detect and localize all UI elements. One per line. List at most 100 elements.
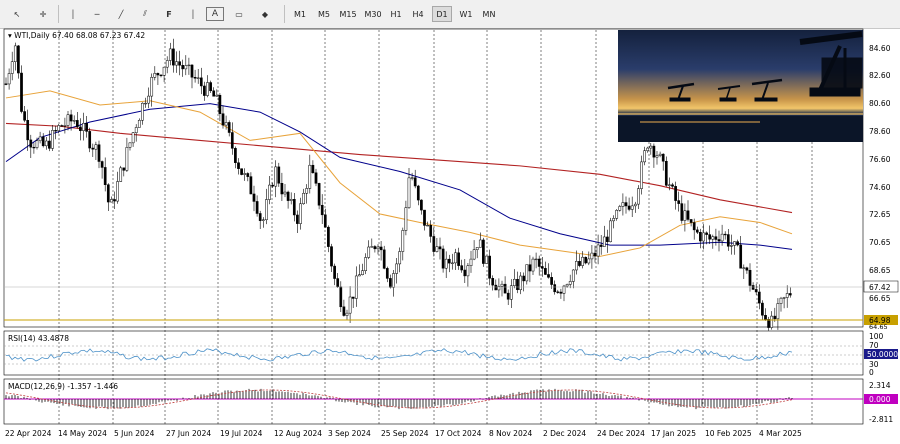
candle-body xyxy=(379,246,383,251)
chart-canvas[interactable]: ▾ WTI,Daily 67.40 68.08 67.23 67.42 RSI(… xyxy=(0,28,900,442)
candle-body xyxy=(237,162,240,169)
candle-body xyxy=(209,82,212,92)
candle-body xyxy=(215,94,219,97)
candle-body xyxy=(175,61,178,66)
candle-body xyxy=(159,74,163,77)
tf-h1-button[interactable]: H1 xyxy=(390,9,402,19)
candle-body xyxy=(187,64,191,67)
candle-body xyxy=(57,125,61,131)
date-label: 10 Feb 2025 xyxy=(705,429,752,438)
current-price-box xyxy=(863,280,899,293)
price-label: 82.60 xyxy=(869,71,891,80)
candle-body xyxy=(79,126,82,131)
candle-body xyxy=(782,297,786,299)
candle-body xyxy=(51,130,54,149)
candle-body xyxy=(655,155,659,158)
candle-body xyxy=(606,236,609,243)
tf-h4-button[interactable]: H4 xyxy=(412,9,424,19)
candle-body xyxy=(44,140,48,147)
candle-body xyxy=(516,278,519,291)
toolbar: ↖ ✛ │ ─ ╱ ⫽ F │ A ▭ ◆ M1 M5 M15 M30 H1 H… xyxy=(0,0,900,29)
candle-body xyxy=(407,177,411,208)
channel-icon[interactable]: ⫽ xyxy=(143,9,147,18)
rsi-level-box xyxy=(864,349,898,359)
oil-field-photo xyxy=(618,30,863,142)
candle-body xyxy=(317,183,321,206)
candle-body xyxy=(621,202,625,207)
candle-body xyxy=(178,61,181,66)
candle-body xyxy=(75,120,79,128)
candle-body xyxy=(243,173,247,175)
candle-body xyxy=(528,264,532,272)
date-label: 24 Dec 2024 xyxy=(597,429,645,438)
cursor-icon[interactable]: ↖ xyxy=(13,9,21,19)
candle-body xyxy=(643,150,646,163)
horizontal-line-icon[interactable]: ─ xyxy=(94,9,100,19)
candle-body xyxy=(742,267,746,269)
candle-body xyxy=(463,269,467,277)
tf-w1-button[interactable]: W1 xyxy=(459,9,473,19)
candle-body xyxy=(85,122,88,132)
candle-body xyxy=(113,199,116,202)
candle-body xyxy=(733,241,736,246)
candle-body xyxy=(730,245,733,247)
crosshair-icon[interactable]: ✛ xyxy=(39,9,47,19)
candle-body xyxy=(680,203,684,221)
candle-body xyxy=(788,293,792,296)
candle-body xyxy=(305,188,309,194)
tf-m1-button[interactable]: M1 xyxy=(294,9,306,19)
candle-body xyxy=(426,225,429,227)
candle-body xyxy=(376,246,380,250)
candle-body xyxy=(745,267,749,271)
candle-body xyxy=(283,191,287,195)
candle-body xyxy=(38,136,42,142)
candle-body xyxy=(382,249,386,269)
tf-m30-button[interactable]: M30 xyxy=(364,9,382,19)
price-label: 68.65 xyxy=(869,266,891,275)
candle-body xyxy=(711,236,715,240)
candle-body xyxy=(249,176,253,195)
shapes-icon[interactable]: ◆ xyxy=(261,9,269,19)
text-icon[interactable]: A xyxy=(206,7,224,21)
tf-m5-button[interactable]: M5 xyxy=(318,9,330,19)
rsi-axis-label: 30 xyxy=(869,360,879,369)
candle-body xyxy=(447,258,451,264)
trendline-icon[interactable]: ╱ xyxy=(118,9,124,19)
candle-body xyxy=(26,120,30,141)
candle-body xyxy=(612,218,615,222)
fibonacci-icon[interactable]: F xyxy=(166,9,172,19)
candle-body xyxy=(342,306,346,316)
candle-body xyxy=(261,219,265,221)
tf-mn-button[interactable]: MN xyxy=(482,9,496,19)
chart-area[interactable]: ▾ WTI,Daily 67.40 68.08 67.23 67.42 RSI(… xyxy=(0,28,900,442)
label-icon[interactable]: ▭ xyxy=(235,9,243,19)
rsi-axis-label: 100 xyxy=(869,332,884,341)
candle-body xyxy=(128,142,132,148)
tf-m15-button[interactable]: M15 xyxy=(339,9,357,19)
candle-body xyxy=(748,269,752,286)
candle-body xyxy=(454,252,457,264)
candle-body xyxy=(695,229,699,233)
tf-d1-button[interactable]: D1 xyxy=(432,6,452,22)
ma-mid-line xyxy=(5,103,793,250)
candle-body xyxy=(156,73,160,76)
candle-body xyxy=(203,85,206,96)
vertical-line-icon[interactable]: │ xyxy=(70,9,76,19)
macd-axis-label: 2.314 xyxy=(869,381,891,390)
candle-body xyxy=(4,83,8,85)
ma-slow-line xyxy=(5,122,793,214)
macd-pane xyxy=(3,378,864,425)
candle-body xyxy=(351,296,355,299)
candle-body xyxy=(252,193,256,202)
candle-body xyxy=(150,77,154,97)
price-label: 70.65 xyxy=(869,238,891,247)
candle-body xyxy=(265,199,268,221)
rsi-pane xyxy=(3,330,864,376)
price-label: 66.65 xyxy=(869,294,891,303)
candle-body xyxy=(494,284,498,291)
candle-body xyxy=(323,214,327,228)
candle-body xyxy=(420,199,423,211)
candle-body xyxy=(779,297,783,304)
candle-body xyxy=(32,146,36,149)
date-label: 25 Sep 2024 xyxy=(381,429,429,438)
